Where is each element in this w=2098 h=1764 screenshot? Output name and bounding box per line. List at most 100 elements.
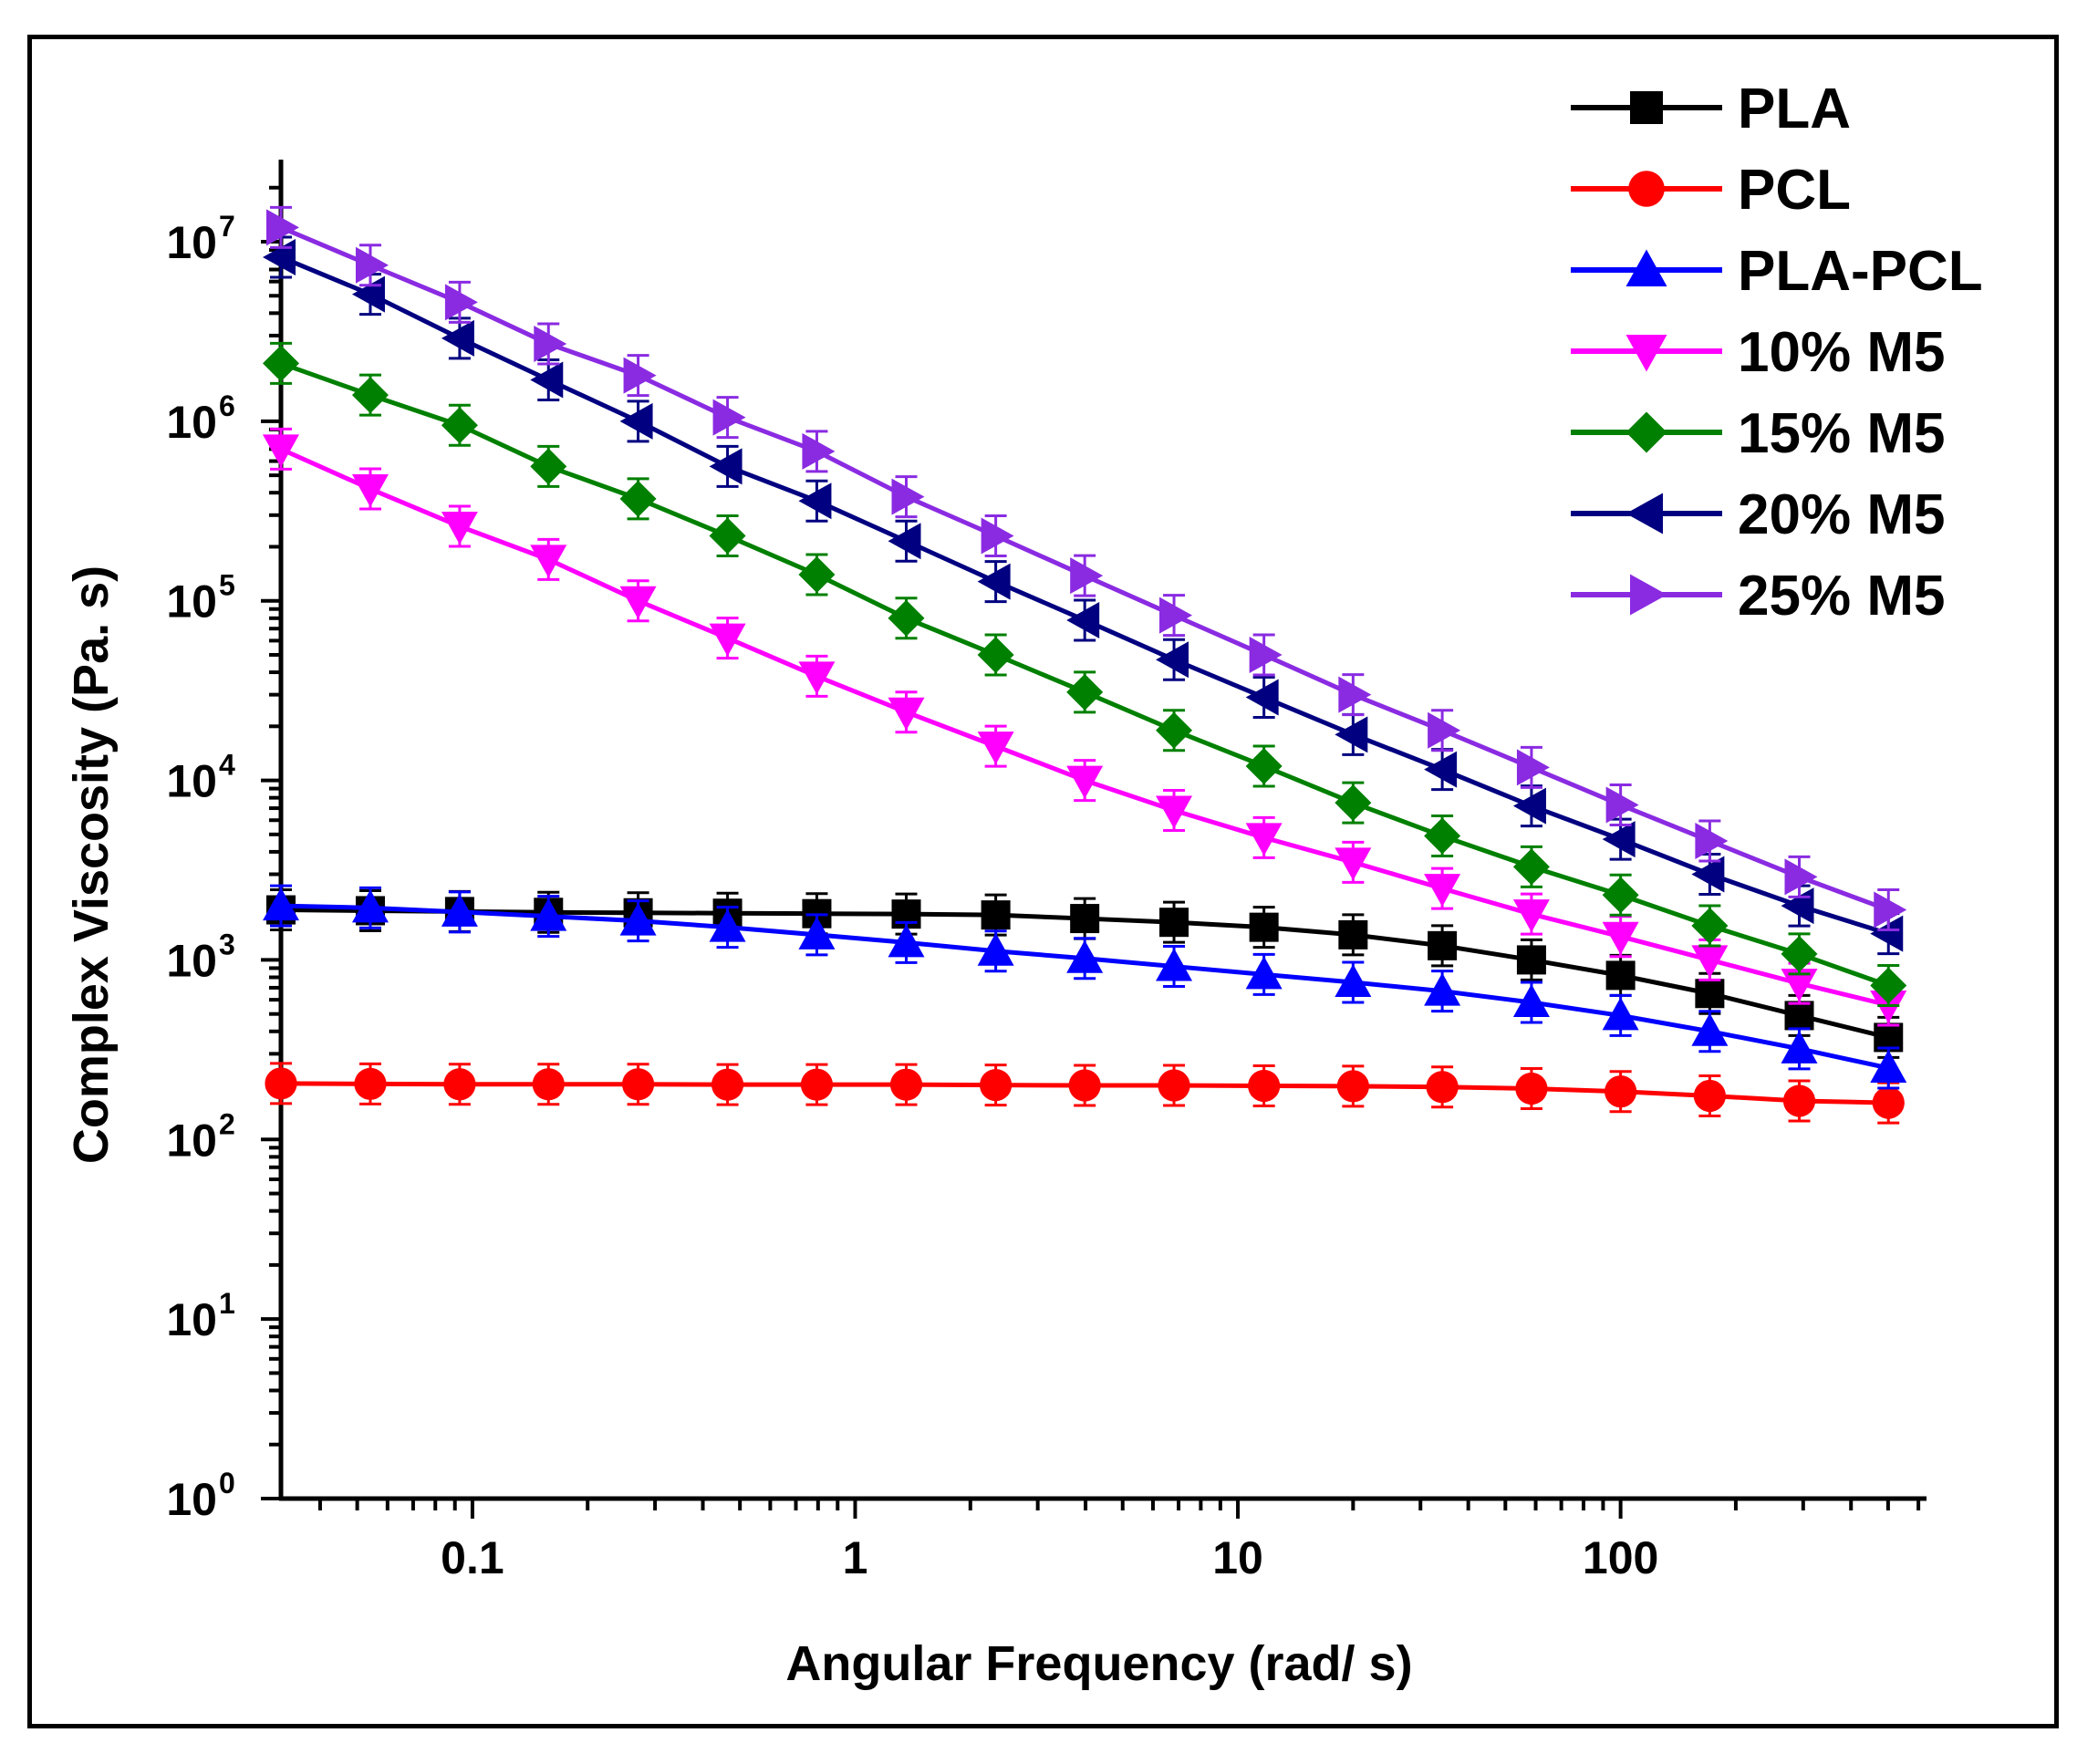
series-10-m5 — [263, 427, 1907, 1027]
data-point — [800, 1068, 834, 1101]
x-tick-label: 10 — [1212, 1532, 1263, 1583]
data-point — [1602, 921, 1639, 955]
data-point — [530, 448, 567, 485]
legend-marker — [1625, 493, 1663, 534]
data-point — [891, 478, 925, 515]
data-point — [441, 893, 478, 927]
data-point — [1159, 597, 1193, 634]
data-point — [709, 908, 746, 942]
data-point — [355, 246, 389, 284]
data-point — [532, 1068, 565, 1101]
data-point — [619, 480, 657, 517]
legend-marker — [1625, 335, 1667, 372]
data-point — [1602, 821, 1636, 858]
data-point — [1156, 795, 1193, 829]
data-point — [711, 1068, 744, 1101]
data-point — [1870, 1049, 1907, 1083]
data-point — [1695, 822, 1729, 859]
data-point — [1424, 817, 1461, 855]
data-point — [1782, 1084, 1816, 1117]
data-point — [802, 432, 836, 470]
legend-item: PLA-PCL — [1571, 240, 1983, 303]
data-point — [441, 512, 478, 545]
data-point — [1512, 899, 1550, 933]
series-pcl — [265, 1062, 1905, 1125]
legend-marker — [1630, 574, 1667, 616]
data-point — [623, 357, 657, 394]
data-point — [1695, 979, 1725, 1009]
data-point — [1516, 749, 1550, 786]
data-point — [1249, 912, 1279, 942]
data-point — [1428, 930, 1458, 960]
legend-item: 25% M5 — [1571, 565, 1945, 628]
data-point — [1245, 956, 1283, 990]
data-point — [266, 209, 299, 246]
y-tick-exponent: 0 — [219, 1467, 235, 1499]
data-point — [1066, 765, 1104, 799]
data-point — [1066, 673, 1104, 711]
data-point — [351, 474, 389, 508]
data-point — [1605, 1075, 1637, 1108]
legend-label: 20% M5 — [1738, 483, 1945, 546]
data-point — [798, 483, 832, 520]
data-point — [977, 563, 1011, 600]
data-point — [1156, 641, 1189, 679]
legend-item: 15% M5 — [1571, 402, 1945, 465]
data-point — [1338, 919, 1368, 949]
data-point — [1424, 972, 1461, 1006]
y-tick-label: 10 — [166, 935, 217, 986]
data-point — [1335, 964, 1372, 998]
data-point — [1602, 877, 1639, 914]
data-point — [619, 586, 657, 619]
y-axis-title: Complex Viscosity (Pa. s) — [64, 566, 119, 1164]
legend-marker — [1625, 411, 1667, 453]
data-point — [1335, 847, 1372, 881]
data-point — [1870, 915, 1904, 952]
data-point — [1870, 967, 1907, 1004]
data-point — [1781, 1030, 1818, 1064]
legend-item: PLA — [1571, 78, 1851, 140]
data-point — [1602, 997, 1639, 1031]
data-point — [1872, 1086, 1905, 1119]
legend-label: 10% M5 — [1738, 321, 1945, 384]
y-tick-exponent: 6 — [219, 389, 235, 422]
data-point — [709, 517, 746, 555]
data-point — [1248, 1069, 1281, 1103]
data-point — [1070, 904, 1100, 934]
legend-item: 10% M5 — [1571, 321, 1945, 384]
data-point — [1156, 711, 1193, 749]
data-point — [1691, 856, 1725, 893]
data-point — [798, 916, 836, 949]
legend-label: 15% M5 — [1738, 402, 1945, 465]
y-tick-label: 10 — [166, 217, 217, 268]
data-point — [977, 732, 1014, 765]
data-point — [712, 399, 746, 436]
data-point — [981, 900, 1011, 930]
data-point — [1249, 636, 1283, 673]
data-point — [1424, 874, 1461, 908]
data-point — [441, 407, 478, 444]
data-point — [1070, 557, 1104, 595]
y-tick-label: 10 — [166, 1294, 217, 1345]
data-point — [1338, 676, 1372, 713]
legend-marker — [1625, 249, 1667, 286]
data-point — [441, 319, 474, 357]
data-point — [1336, 1070, 1369, 1103]
data-point — [1605, 960, 1636, 991]
data-point — [1245, 679, 1279, 716]
data-point — [1245, 747, 1283, 784]
x-tick-label: 100 — [1583, 1532, 1658, 1583]
data-point — [351, 889, 389, 923]
data-point — [1066, 939, 1104, 973]
data-point — [1781, 935, 1818, 972]
data-point — [709, 623, 746, 657]
legend-label: 25% M5 — [1738, 565, 1945, 628]
x-axis-title: Angular Frequency (rad/ s) — [785, 1636, 1412, 1691]
y-tick-label: 10 — [166, 1115, 217, 1166]
data-point — [1784, 858, 1818, 896]
legend-marker — [1630, 91, 1663, 124]
data-point — [621, 1068, 655, 1101]
x-tick-label: 1 — [843, 1532, 868, 1583]
data-point — [888, 599, 925, 637]
data-point — [1516, 945, 1546, 975]
